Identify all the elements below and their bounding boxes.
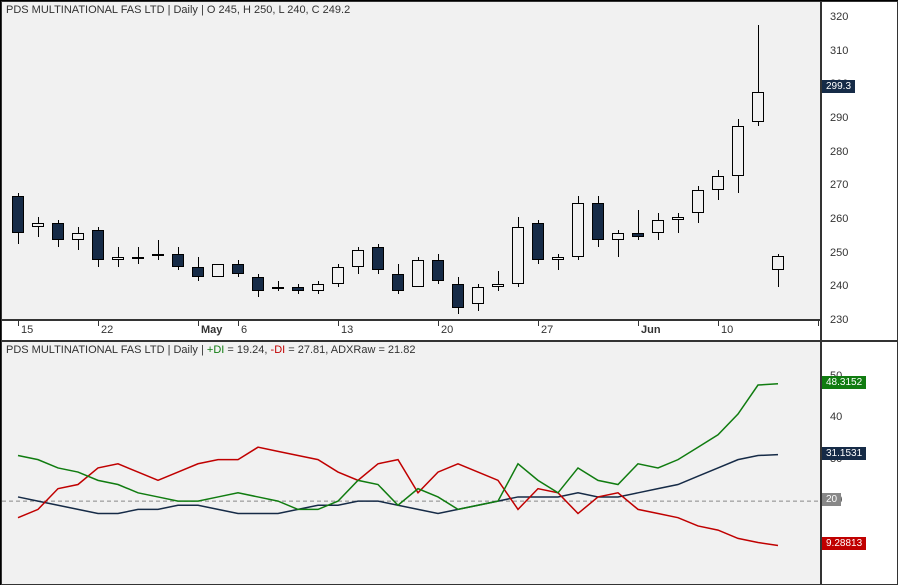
plus-di-line [18, 384, 778, 510]
price-axis: 230240250260270280290300310320299.3 [821, 1, 898, 341]
candle-body [272, 287, 284, 289]
time-tick-label: 15 [21, 324, 33, 336]
candle-body [532, 223, 544, 260]
candle-body [752, 92, 764, 122]
candle-wick [158, 240, 159, 260]
time-tick [818, 321, 819, 326]
candle-body [592, 203, 604, 240]
time-tick-label: May [201, 324, 222, 336]
candle-body [452, 284, 464, 308]
minus-di-tag: 9.28813 [822, 537, 866, 550]
time-tick-label: 6 [241, 324, 247, 336]
minus-di-line [18, 447, 778, 545]
candle-body [732, 126, 744, 177]
candle-body [32, 223, 44, 226]
time-tick [538, 321, 539, 326]
time-tick-label: 10 [721, 324, 733, 336]
price-tick-label: 250 [830, 247, 848, 259]
candle-body [312, 284, 324, 291]
time-tick-label: 13 [341, 324, 353, 336]
indicator-axis: 2030405048.315231.1531209.28813 [821, 341, 898, 585]
price-tick-label: 290 [830, 112, 848, 124]
candle-body [292, 287, 304, 290]
candle-body [772, 256, 784, 270]
candle-body [352, 250, 364, 267]
candle-body [392, 274, 404, 291]
candle-body [72, 233, 84, 240]
candle-wick [498, 271, 499, 291]
time-tick-label: 20 [441, 324, 453, 336]
time-axis: 1522May6132027Jun1017 [1, 320, 821, 341]
time-tick [718, 321, 719, 326]
time-tick-label: 22 [101, 324, 113, 336]
price-tick-label: 230 [830, 314, 848, 326]
price-tick-label: 310 [830, 45, 848, 57]
candle-body [172, 254, 184, 267]
time-tick-label: Jun [641, 324, 661, 336]
candle-body [112, 257, 124, 260]
candle-body [692, 190, 704, 214]
candle-body [52, 223, 64, 240]
candle-body [472, 287, 484, 304]
candle-wick [138, 247, 139, 264]
time-tick [18, 321, 19, 326]
time-tick [198, 321, 199, 326]
time-tick-label: 27 [541, 324, 553, 336]
time-tick [638, 321, 639, 326]
candle-body [372, 247, 384, 271]
indicator-panel[interactable]: PDS MULTINATIONAL FAS LTD | Daily | +DI … [1, 341, 821, 585]
indicator-svg [2, 342, 822, 586]
last-price-tag: 299.3 [822, 80, 855, 93]
time-tick [98, 321, 99, 326]
candle-wick [38, 217, 39, 237]
price-tick-label: 280 [830, 146, 848, 158]
plus-di-tag: 48.3152 [822, 376, 866, 389]
candle-body [712, 176, 724, 189]
candle-body [672, 217, 684, 220]
candle-body [612, 233, 624, 240]
ref-line-tag: 20 [822, 493, 841, 506]
candle-body [92, 230, 104, 260]
price-header: PDS MULTINATIONAL FAS LTD | Daily | O 24… [6, 4, 350, 16]
candle-body [12, 196, 24, 233]
candle-body [492, 284, 504, 287]
price-tick-label: 320 [830, 11, 848, 23]
candle-body [412, 260, 424, 287]
time-tick [438, 321, 439, 326]
candle-body [652, 220, 664, 233]
chart-container: PDS MULTINATIONAL FAS LTD | Daily | O 24… [0, 0, 898, 585]
adx-tag: 31.1531 [822, 447, 866, 460]
price-tick-label: 270 [830, 179, 848, 191]
time-tick [238, 321, 239, 326]
candle-body [212, 264, 224, 277]
price-panel[interactable]: PDS MULTINATIONAL FAS LTD | Daily | O 24… [1, 1, 821, 320]
candle-body [192, 267, 204, 277]
candle-body [232, 264, 244, 274]
price-tick-label: 240 [830, 280, 848, 292]
candle-body [432, 260, 444, 280]
price-tick-label: 260 [830, 213, 848, 225]
candle-body [332, 267, 344, 284]
candle-body [252, 277, 264, 290]
candle-body [132, 257, 144, 259]
candle-body [572, 203, 584, 257]
time-tick [338, 321, 339, 326]
candle-body [152, 254, 164, 256]
candle-body [512, 227, 524, 284]
indicator-tick-label: 40 [830, 411, 842, 423]
candle-body [632, 233, 644, 236]
candle-body [552, 257, 564, 260]
